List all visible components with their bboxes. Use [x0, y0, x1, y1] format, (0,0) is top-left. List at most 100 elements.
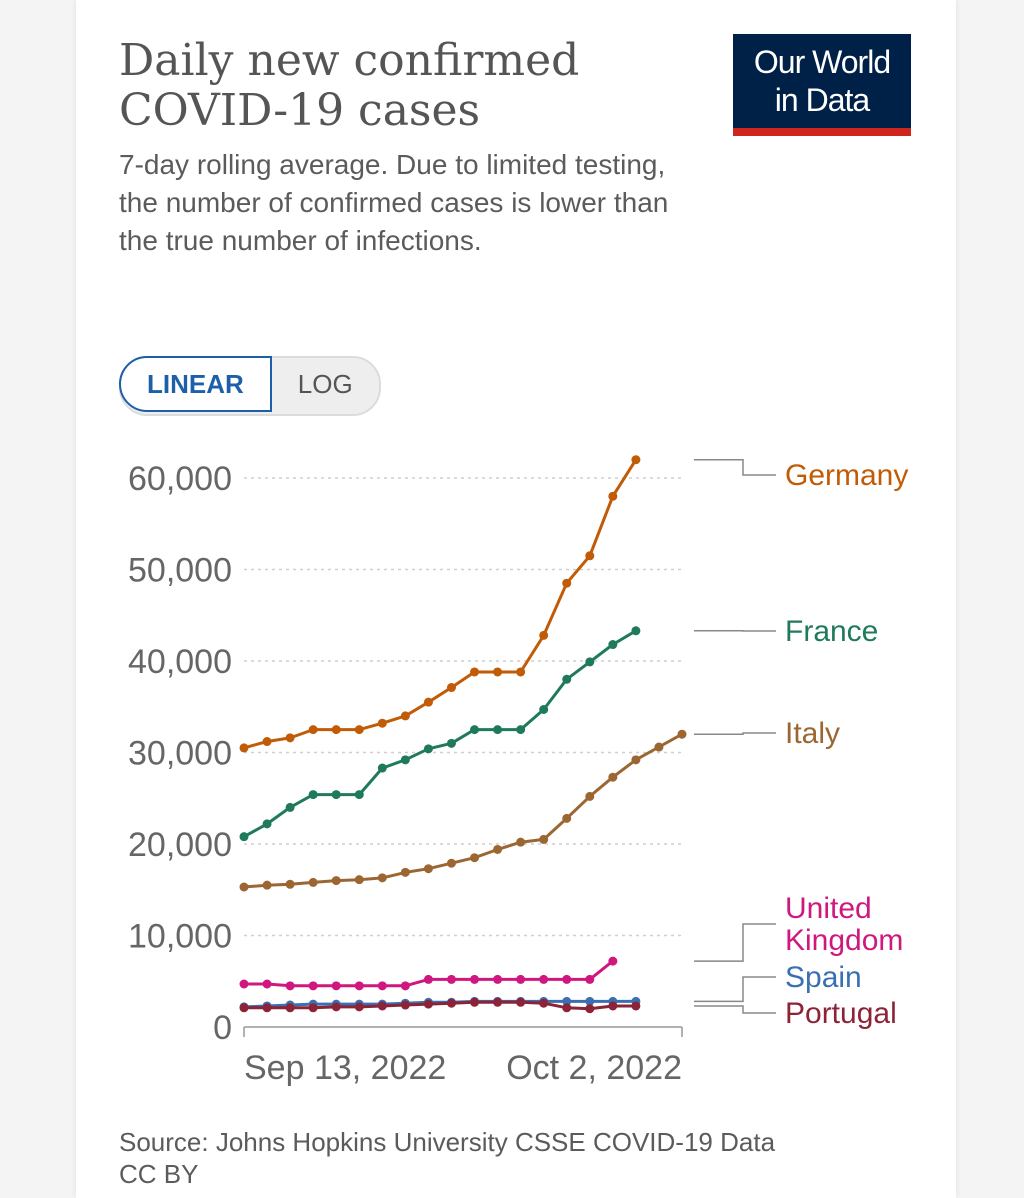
data-point-italy: [585, 791, 595, 801]
data-point-spain: [585, 996, 595, 1006]
data-point-italy: [562, 813, 572, 823]
data-point-portugal: [446, 998, 456, 1008]
data-point-germany: [331, 725, 341, 735]
data-point-italy: [516, 837, 526, 847]
data-point-france: [400, 755, 410, 765]
line-chart[interactable]: 0 10,000 20,000 30,000 40,000 50,000 60,000 Sep…: [76, 0, 956, 1198]
data-point-italy: [493, 844, 503, 854]
x-tick-label: Sep 13, 2022: [244, 1049, 446, 1087]
data-point-united-kingdom: [400, 981, 410, 991]
data-point-germany: [493, 667, 503, 677]
data-point-portugal: [262, 1003, 272, 1013]
chart-subtitle: 7-day rolling average. Due to limited te…: [119, 149, 669, 256]
legend-label-spain: Spain: [785, 961, 862, 994]
data-point-france: [516, 725, 526, 735]
legend-label-italy: Italy: [785, 717, 840, 750]
data-point-portugal: [331, 1002, 341, 1012]
data-point-germany: [423, 697, 433, 707]
license-text: CC BY: [119, 1159, 199, 1189]
data-point-germany: [377, 718, 387, 728]
data-point-portugal: [308, 1003, 318, 1013]
data-point-germany: [631, 455, 641, 465]
legend-label-portugal: Portugal: [785, 997, 897, 1030]
data-point-france: [585, 657, 595, 667]
legend-connector-portugal: [694, 1005, 776, 1014]
data-point-italy: [470, 853, 480, 863]
data-point-italy: [354, 875, 364, 885]
data-point-united-kingdom: [608, 956, 618, 966]
data-point-germany: [354, 725, 364, 735]
data-point-portugal: [354, 1002, 364, 1012]
data-point-france: [446, 738, 456, 748]
owid-logo[interactable]: Our World in Data: [733, 34, 911, 136]
data-point-france: [377, 763, 387, 773]
data-point-italy: [654, 742, 664, 752]
data-point-germany: [585, 551, 595, 561]
data-point-italy: [377, 873, 387, 883]
data-point-germany: [262, 737, 272, 747]
y-tick-label: 20,000: [128, 826, 232, 864]
data-point-united-kingdom: [423, 974, 433, 984]
data-point-portugal: [585, 1004, 595, 1014]
data-point-portugal: [539, 998, 549, 1008]
data-point-germany: [239, 743, 249, 753]
data-point-portugal: [493, 997, 503, 1007]
data-point-portugal: [423, 999, 433, 1009]
data-point-france: [239, 832, 249, 842]
data-point-portugal: [631, 1001, 641, 1011]
data-point-france: [608, 640, 618, 650]
data-point-italy: [608, 772, 618, 782]
y-tick-label: 40,000: [128, 643, 232, 681]
y-tick-label: 60,000: [128, 460, 232, 498]
data-point-germany: [446, 683, 456, 693]
data-point-italy: [400, 867, 410, 877]
data-point-italy: [308, 877, 318, 887]
logo-line2: in Data: [774, 82, 870, 118]
data-point-germany: [308, 725, 318, 735]
x-tick-label: Oct 2, 2022: [506, 1049, 682, 1087]
data-point-germany: [539, 630, 549, 640]
data-point-italy: [446, 858, 456, 868]
data-point-portugal: [516, 997, 526, 1007]
legend-label-france: France: [785, 615, 878, 648]
data-point-united-kingdom: [562, 974, 572, 984]
data-point-germany: [285, 733, 295, 743]
data-point-portugal: [377, 1001, 387, 1011]
y-tick-label: 0: [213, 1009, 232, 1047]
logo-line1: Our World: [753, 44, 891, 80]
data-point-spain: [562, 996, 572, 1006]
series-line-italy: [243, 732, 683, 889]
data-point-portugal: [285, 1003, 295, 1013]
legend-label-united-kingdom: United: [785, 892, 872, 925]
data-point-france: [262, 819, 272, 829]
legend-connector-italy: [694, 732, 776, 735]
linear-scale-button[interactable]: LINEAR: [119, 356, 272, 412]
data-point-france: [423, 744, 433, 754]
log-scale-button[interactable]: LOG: [297, 368, 353, 399]
y-tick-label: 30,000: [128, 735, 232, 773]
data-point-united-kingdom: [331, 981, 341, 991]
data-point-germany: [400, 711, 410, 721]
legend-connector-united-kingdom: [694, 923, 776, 962]
scale-toggle: LINEAR LOG: [119, 356, 381, 416]
data-point-italy: [285, 879, 295, 889]
series-line-germany: [243, 458, 638, 750]
data-point-portugal: [562, 1003, 572, 1013]
data-point-united-kingdom: [285, 981, 295, 991]
data-point-france: [493, 725, 503, 735]
y-tick-label: 50,000: [128, 552, 232, 590]
data-point-italy: [331, 876, 341, 886]
data-point-united-kingdom: [262, 979, 272, 989]
data-point-united-kingdom: [308, 981, 318, 991]
data-point-italy: [677, 729, 687, 739]
data-point-france: [631, 626, 641, 636]
data-point-united-kingdom: [446, 974, 456, 984]
data-point-italy: [631, 755, 641, 765]
data-point-italy: [239, 882, 249, 892]
data-point-united-kingdom: [377, 981, 387, 991]
data-point-portugal: [608, 1001, 618, 1011]
data-point-united-kingdom: [493, 974, 503, 984]
data-point-italy: [539, 834, 549, 844]
data-point-germany: [562, 578, 572, 588]
legend-label-germany: Germany: [785, 459, 908, 492]
